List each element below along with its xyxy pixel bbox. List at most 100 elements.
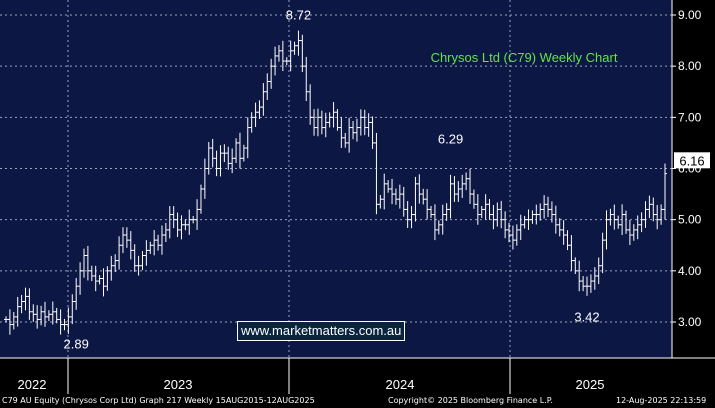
ohlc-bar	[616, 215, 621, 229]
ohlc-bar	[97, 275, 102, 285]
ohlc-bar	[503, 211, 508, 239]
ohlc-bar	[156, 234, 161, 251]
ohlc-bar	[62, 318, 67, 331]
ohlc-bar	[370, 116, 375, 149]
ohlc-bar	[624, 210, 629, 234]
ohlc-bar	[495, 202, 500, 227]
ohlc-bar	[308, 84, 313, 125]
ohlc-bar	[27, 288, 32, 320]
ohlc-bar	[187, 209, 192, 235]
ohlc-bar	[171, 206, 176, 229]
ohlc-bar	[144, 240, 149, 266]
ohlc-bar	[354, 118, 359, 142]
ohlc-bar	[405, 201, 410, 229]
ohlc-bar	[390, 178, 395, 205]
ohlc-bar	[351, 121, 356, 140]
ohlc-bar	[31, 304, 36, 322]
footer-copyright: Copyright© 2025 Bloomberg Finance L.P.	[388, 396, 553, 405]
ohlc-bar	[23, 287, 28, 311]
ohlc-bar	[276, 45, 281, 62]
ohlc-bar	[140, 251, 145, 271]
ohlc-bar	[546, 196, 551, 218]
chart-title: Chrysos Ltd (C79) Weekly Chart	[431, 50, 618, 65]
ohlc-bar	[70, 294, 75, 325]
ohlc-bar	[105, 266, 110, 291]
x-tick-label: 2023	[164, 377, 193, 392]
ohlc-bar	[120, 227, 125, 254]
ohlc-bar	[530, 210, 535, 224]
ohlc-bar	[374, 132, 379, 215]
price-annotation: 2.89	[64, 337, 89, 352]
ohlc-bar	[234, 138, 239, 163]
ohlc-bar	[448, 174, 453, 219]
ohlc-bar	[507, 222, 512, 243]
x-tick-label: 2024	[386, 377, 415, 392]
ohlc-bar	[4, 316, 8, 323]
ohlc-bar	[253, 102, 258, 127]
ohlc-bar	[78, 262, 83, 295]
ohlc-bar	[101, 268, 106, 297]
ohlc-bar	[210, 138, 215, 168]
ohlc-bar	[128, 231, 133, 260]
ohlc-bar	[432, 204, 437, 241]
ohlc-bar	[191, 216, 196, 224]
ohlc-bar	[413, 176, 418, 222]
ohlc-bar	[651, 197, 656, 222]
ohlc-bar	[596, 257, 601, 285]
ohlc-bar	[526, 209, 531, 230]
ohlc-bar	[549, 201, 554, 223]
ohlc-bar	[218, 145, 223, 177]
ohlc-bar	[522, 215, 527, 229]
ohlc-bar	[456, 181, 461, 202]
ohlc-bar	[479, 205, 484, 219]
ohlc-bar	[600, 232, 605, 274]
ohlc-bar	[296, 30, 301, 56]
ohlc-bar	[15, 296, 20, 327]
ohlc-bar	[89, 265, 94, 282]
ohlc-bar	[440, 204, 445, 235]
ohlc-bar	[273, 46, 278, 76]
y-tick-label: 4.00	[678, 264, 702, 278]
ohlc-bar	[534, 204, 539, 225]
last-price-label: 6.16	[679, 153, 704, 168]
ohlc-bar	[468, 168, 473, 204]
ohlc-bar	[93, 265, 98, 292]
ohlc-bar	[74, 277, 79, 310]
x-tick-label: 2025	[576, 377, 605, 392]
footer-timestamp: 12-Aug-2025 22:13:59	[616, 396, 707, 405]
ohlc-bar	[163, 222, 168, 243]
ohlc-bar	[573, 257, 578, 275]
ohlc-bar	[460, 174, 465, 198]
ohlc-bar	[46, 310, 51, 322]
ohlc-bar	[195, 199, 200, 230]
ohlc-bar	[397, 184, 402, 209]
ohlc-bar	[604, 210, 609, 250]
ohlc-bar	[635, 215, 640, 240]
ohlc-bar	[39, 305, 44, 326]
ohlc-bar	[280, 40, 285, 72]
y-tick-label: 9.00	[678, 8, 702, 22]
ohlc-bar	[542, 195, 547, 219]
ohlc-bar	[421, 188, 426, 205]
ohlc-bar	[510, 225, 515, 250]
ohlc-bar	[569, 235, 574, 271]
watermark-link[interactable]: www.marketmatters.com.au	[237, 321, 406, 341]
ohlc-bar	[401, 186, 406, 217]
ohlc-bar	[198, 184, 203, 214]
price-annotation: 8.72	[286, 7, 311, 22]
ohlc-bar	[284, 57, 289, 65]
ohlc-bar	[358, 109, 363, 136]
ohlc-bar	[647, 195, 652, 219]
ohlc-bar	[241, 144, 246, 162]
ohlc-bar	[265, 73, 270, 100]
ohlc-bar	[66, 307, 71, 334]
ohlc-bar	[206, 141, 211, 175]
ohlc-bar	[491, 205, 496, 230]
ohlc-bar	[366, 113, 371, 137]
ohlc-bar	[585, 276, 590, 296]
ohlc-bar	[538, 203, 543, 221]
price-annotation: 6.29	[438, 132, 463, 147]
ohlc-bar	[19, 294, 24, 314]
ohlc-bar	[581, 276, 586, 292]
